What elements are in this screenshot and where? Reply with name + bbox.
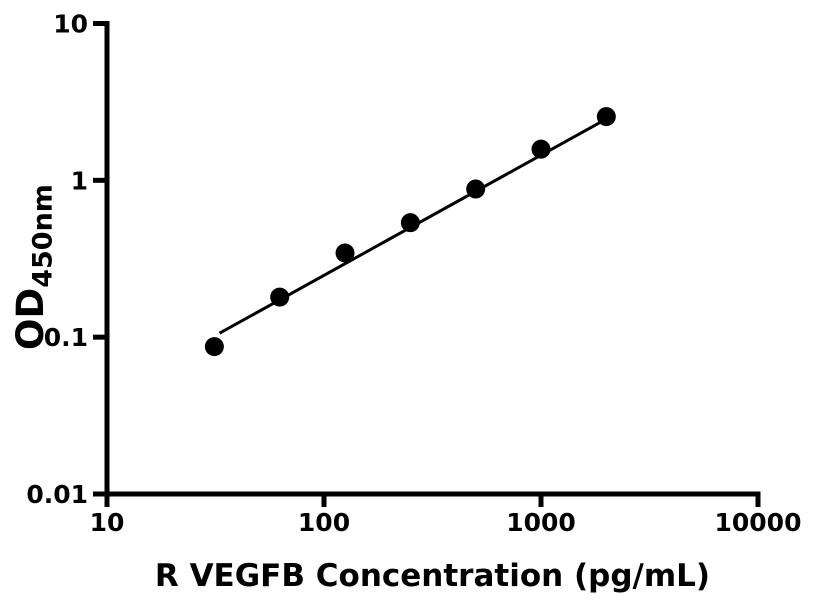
x-tick-label: 10	[90, 508, 125, 537]
axis-frame	[104, 21, 761, 497]
y-axis-title-main: OD	[9, 287, 52, 350]
data-point	[335, 243, 355, 263]
y-axis-title-subscript: 450nm	[27, 184, 59, 288]
y-tick-label: 10	[53, 10, 88, 39]
data-point	[531, 139, 551, 159]
x-tick-label: 10000	[715, 508, 802, 537]
data-point	[400, 213, 420, 233]
y-tick-label: 0.1	[44, 323, 88, 352]
x-tick-label: 100	[298, 508, 350, 537]
data-point	[466, 179, 486, 199]
y-tick-label: 0.01	[26, 480, 88, 509]
data-point	[204, 337, 224, 357]
data-point	[596, 107, 616, 127]
data-point	[270, 287, 290, 307]
x-axis-title: R VEGFB Concentration (pg/mL)	[154, 558, 711, 594]
x-tick-label: 1000	[506, 508, 576, 537]
y-tick-label: 1	[71, 166, 88, 195]
y-axis-title: OD450nm	[8, 117, 58, 417]
